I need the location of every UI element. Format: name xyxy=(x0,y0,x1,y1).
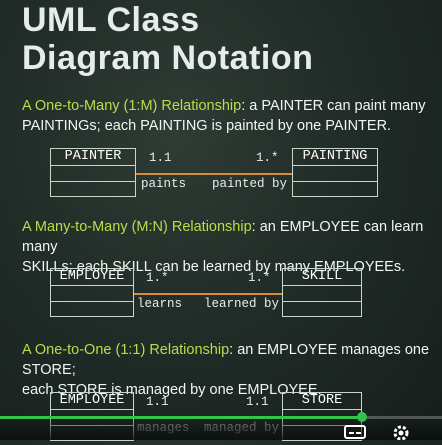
store-attributes-compartment xyxy=(283,409,361,425)
paints-role-label: paints xyxy=(141,177,187,191)
employee-multiplicity-1: 1.* xyxy=(146,271,169,285)
painting-methods-compartment xyxy=(293,180,377,197)
one-to-many-description: A One-to-Many (1:M) Relationship: a PAIN… xyxy=(22,96,437,136)
slide-title-line-2: Diagram Notation xyxy=(22,39,314,77)
many-to-many-heading: A Many-to-Many (M:N) Relationship xyxy=(22,219,252,235)
video-scrubber-handle[interactable] xyxy=(357,412,368,422)
painted-by-role-label: painted by xyxy=(212,177,288,191)
painting-class-name: PAINTING xyxy=(302,149,368,164)
employee-class-name-1: EMPLOYEE xyxy=(59,269,125,284)
one-to-one-text-2: each STORE is managed by one EMPLOYEE. xyxy=(22,382,322,398)
one-to-many-text-1: : a PAINTER can paint many xyxy=(241,98,426,114)
one-to-one-heading: A One-to-One (1:1) Relationship xyxy=(22,342,230,358)
one-to-many-text-2: PAINTINGs; each PAINTING is painted by o… xyxy=(22,118,392,134)
employee-attributes-compartment-1 xyxy=(51,285,133,301)
captions-icon[interactable] xyxy=(344,425,366,439)
painting-attributes-compartment xyxy=(293,165,377,181)
skill-methods-compartment xyxy=(283,300,361,317)
store-multiplicity: 1.1 xyxy=(246,395,269,409)
employee-attributes-compartment-2 xyxy=(51,409,133,425)
settings-gear-icon[interactable] xyxy=(392,424,410,441)
store-class-name: STORE xyxy=(301,393,343,408)
skill-attributes-compartment xyxy=(283,285,361,301)
learns-role-label: learns xyxy=(137,297,183,311)
skill-class-name: SKILL xyxy=(301,269,343,284)
employee-methods-compartment-1 xyxy=(51,300,133,317)
painter-methods-compartment xyxy=(51,180,135,197)
painter-painting-association-line xyxy=(136,173,292,175)
video-progress-fill xyxy=(0,416,363,419)
painting-multiplicity: 1.* xyxy=(256,151,279,165)
painter-multiplicity: 1.1 xyxy=(149,151,172,165)
many-to-many-text-2: SKILLs; each SKILL can be learned by man… xyxy=(22,259,406,275)
painter-attributes-compartment xyxy=(51,165,135,181)
video-progress-bar[interactable] xyxy=(0,412,442,422)
many-to-many-text-1: : an EMPLOYEE can learn many xyxy=(22,219,424,255)
painter-class-name: PAINTER xyxy=(64,149,122,164)
one-to-many-heading: A One-to-Many (1:M) Relationship xyxy=(22,98,242,114)
one-to-one-text-1: : an EMPLOYEE manages one STORE; xyxy=(22,342,430,378)
employee-class-box-1: EMPLOYEE xyxy=(50,268,134,317)
employee-multiplicity-2: 1.1 xyxy=(146,395,169,409)
one-to-one-description: A One-to-One (1:1) Relationship: an EMPL… xyxy=(22,340,437,400)
learned-by-role-label: learned by xyxy=(204,297,280,311)
employee-skill-association-line xyxy=(134,293,282,295)
employee-class-name-2: EMPLOYEE xyxy=(59,393,125,408)
many-to-many-description: A Many-to-Many (M:N) Relationship: an EM… xyxy=(22,217,437,277)
slide-title-line-1: UML Class xyxy=(22,1,200,39)
painting-class-box: PAINTING xyxy=(292,148,378,197)
skill-multiplicity: 1.* xyxy=(248,271,271,285)
skill-class-box: SKILL xyxy=(282,268,362,317)
painter-class-box: PAINTER xyxy=(50,148,136,197)
